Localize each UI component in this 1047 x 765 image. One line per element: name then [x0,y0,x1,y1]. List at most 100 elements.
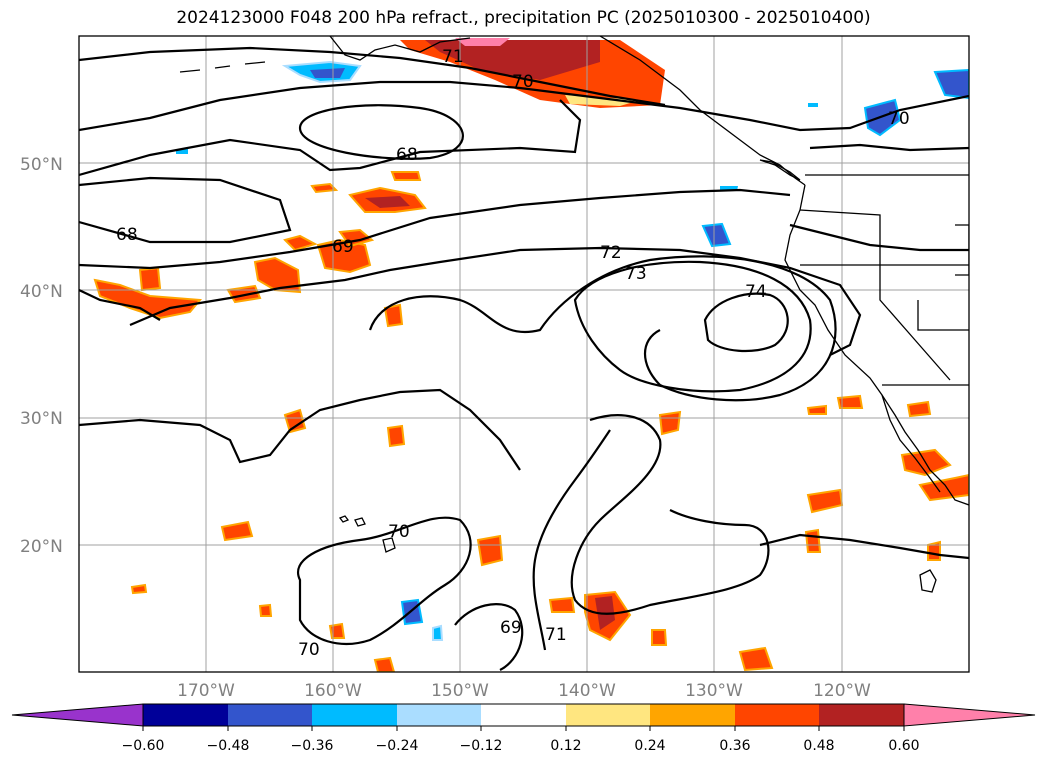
aleutian-1 [179,61,266,73]
lon-tick-label: 150°W [431,681,489,701]
colorbar-segment [819,704,904,726]
north-america-west-coast [784,184,969,506]
precip-area-yellow-north [565,95,640,106]
map-frame [78,35,970,673]
precip-area-blue-10 [808,103,818,107]
contour-label: 69 [332,237,354,257]
colorbar-segment [312,704,397,726]
precip-area-blue-1 [933,68,969,100]
lon-tick-label: 140°W [558,681,616,701]
lon-tick-label: 160°W [304,681,362,701]
colorbar-tick-label: −0.36 [291,738,334,754]
contour-label: 71 [442,47,464,67]
colorbar-tick-marks [142,726,905,731]
precip-area-pink-north [455,38,510,46]
contour-71-north [79,46,666,107]
colorbar-segment [650,704,735,726]
colorbar-segment [228,704,312,726]
chart-title: 2024123000 F048 200 hPa refract., precip… [176,8,871,28]
precip-area-orange-12 [386,424,406,448]
colorbar-segment [397,704,481,726]
contour-70-se [759,533,969,560]
precip-area-blue-7 [432,624,444,641]
precip-area-darkred-north [425,40,600,80]
colorbar-tick-label: 0.24 [634,738,665,754]
contour-label: 68 [396,145,418,165]
precip-area-orange-29 [130,583,148,595]
state-border-ca-nv [879,265,951,381]
lon-tick-label: 130°W [685,681,743,701]
lon-tick-label: 120°W [813,681,871,701]
state-border-az [955,224,969,276]
contour-label: 70 [512,72,534,92]
colorbar-segment [566,704,650,726]
precip-area-orange-10 [383,303,404,328]
precip-area-orange-13 [658,410,682,436]
precip-area-orange-15 [476,534,504,567]
contour-70-mid [79,388,521,471]
colorbar-tick-label: 0.48 [803,738,834,754]
colorbar: −0.60 −0.48 −0.36 −0.24 −0.12 0.12 0.24 … [11,703,1036,754]
contour-label: 71 [545,625,567,645]
colorbar-tick-label: −0.24 [376,738,419,754]
state-border-nv-az [917,300,969,331]
precip-area-orange-23 [836,394,864,409]
precip-area-orange-21 [918,473,969,502]
contour-72 [368,255,837,402]
colorbar-tick-label: 0.36 [719,738,750,754]
contour-73 [573,260,812,393]
colorbar-tick-label: 0.60 [888,738,919,754]
contour-70-far-right-low [789,223,969,252]
precip-area-orange-1 [316,238,372,274]
contour-label: 72 [600,243,622,263]
baja-california [881,394,941,493]
contour-69-south [454,603,524,671]
precip-area-blue-4 [310,68,345,78]
colorbar-frame [142,703,905,727]
precip-area-orange-6 [283,234,318,252]
precip-area-orange-5 [138,266,162,292]
precip-area-orange-17 [548,596,576,613]
precip-area-orange-30 [806,404,827,415]
vancouver-island [759,159,801,181]
contour-68-west [79,176,292,244]
precip-area-orange-27 [328,622,346,639]
contour-label: 70 [298,640,320,660]
contour-label: 69 [500,618,522,638]
colorbar-extend-low [11,703,144,727]
contour-label: 70 [388,522,410,542]
precip-area-orange-2 [253,256,302,294]
contour-label: 68 [116,225,138,245]
hawaii-3 [382,537,396,553]
precip-area-orange-14 [220,520,254,542]
precip-area-orange-28 [258,603,273,617]
contour-71-south [532,429,611,651]
state-border-wa-or [799,209,881,265]
colorbar-segment [735,704,819,726]
contour-70-north [79,80,969,132]
lat-tick-label: 50°N [20,155,63,175]
precip-area-orange-11 [283,408,307,434]
colorbar-tick-label: −0.48 [207,738,250,754]
lon-tick-labels: 170°W 160°W 150°W 140°W 130°W 120°W [177,681,871,701]
hawaii-1 [338,515,350,523]
lat-tick-label: 20°N [20,537,63,557]
contour-69-band [79,188,791,270]
contour-70-south [297,516,472,645]
map-panel: 71 70 68 68 69 72 73 74 70 70 70 69 71 [78,35,970,673]
precip-area-blue-5 [701,222,732,248]
coastlines [179,36,969,593]
contour-68-closed [298,104,464,160]
contour-71-loop [570,414,770,615]
contour-69-lower [129,246,862,356]
contour-label: 73 [625,264,647,284]
contour-74 [703,292,789,353]
colorbar-tick-label: 0.12 [550,738,581,754]
contour-label: 70 [888,109,910,129]
lon-tick-label: 170°W [177,681,235,701]
precip-area-orange-18 [738,646,774,672]
colorbar-tick-label: −0.60 [122,738,165,754]
colorbar-extend-high [903,703,1036,727]
contours [79,46,969,671]
